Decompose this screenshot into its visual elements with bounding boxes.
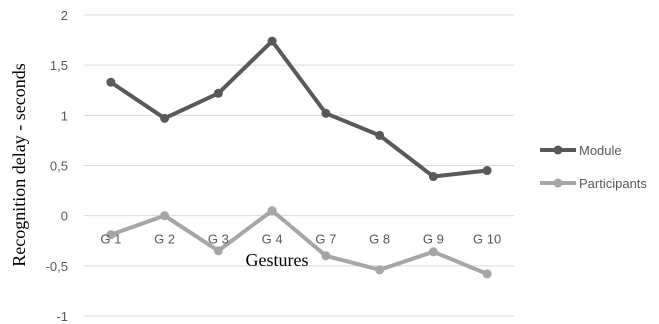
y-tick-label: 0	[61, 209, 68, 224]
x-tick-label: G 9	[423, 232, 444, 247]
series-line-module	[109, 39, 488, 179]
x-tick-label: G 10	[473, 232, 501, 247]
data-point-participants	[375, 265, 385, 275]
data-point-participants	[213, 246, 223, 256]
legend-marker	[553, 178, 563, 188]
data-point-module	[321, 108, 331, 118]
data-point-participants	[160, 211, 170, 221]
y-tick-label: -0,5	[46, 259, 68, 274]
data-point-module	[428, 172, 438, 182]
y-tick-label: -1	[56, 309, 68, 324]
legend-label: Participants	[579, 176, 647, 191]
x-axis-categories: G 1 G 2 G 3 G 4 G 7 G 8 G 9 G 10	[100, 232, 501, 247]
data-point-module	[375, 130, 385, 140]
legend: Module Participants	[540, 143, 647, 191]
x-tick-label: G 2	[154, 232, 175, 247]
y-tick-label: 1	[61, 108, 68, 123]
data-point-participants	[482, 269, 492, 279]
data-point-module	[482, 166, 492, 176]
x-tick-label: G 3	[208, 232, 229, 247]
y-tick-label: 1,5	[50, 58, 68, 73]
series-lines	[106, 36, 492, 279]
data-point-module	[106, 77, 116, 87]
y-axis-label: Recognition delay - seconds	[9, 63, 29, 266]
y-axis-ticks: -1 -0,5 0 0,5 1 1,5 2	[46, 8, 68, 324]
gridlines	[84, 14, 514, 317]
data-point-participants	[106, 230, 116, 240]
legend-marker	[553, 145, 563, 155]
y-tick-label: 2	[61, 8, 68, 23]
x-tick-label: G 4	[262, 232, 283, 247]
legend-label: Module	[579, 143, 622, 158]
data-point-participants	[428, 247, 438, 257]
y-tick-label: 0,5	[50, 159, 68, 174]
data-point-module	[160, 113, 170, 123]
series-line-participants	[110, 208, 488, 276]
data-point-module	[213, 88, 223, 98]
data-point-participants	[267, 206, 277, 216]
data-point-participants	[321, 251, 331, 261]
x-tick-label: G 7	[315, 232, 336, 247]
x-axis-label: Gestures	[246, 250, 309, 270]
x-tick-label: G 1	[100, 232, 121, 247]
x-tick-label: G 8	[369, 232, 390, 247]
data-point-module	[267, 36, 277, 46]
